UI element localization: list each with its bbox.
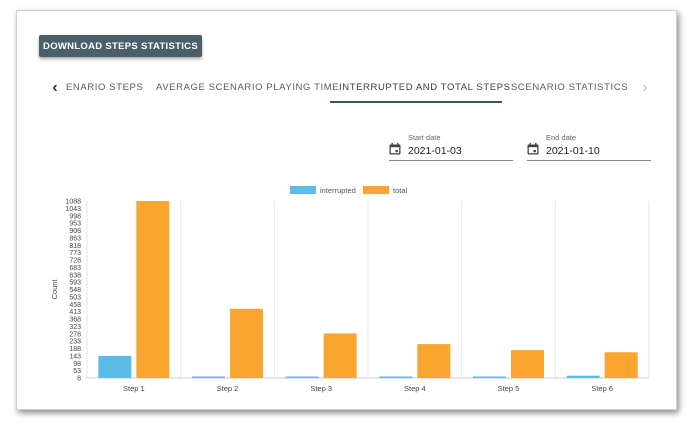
y-tick-label: 98 bbox=[73, 361, 81, 368]
tab-scenario-statistics[interactable]: SCENARIO STATISTICS bbox=[511, 82, 629, 93]
start-date-label: Start date bbox=[408, 133, 441, 142]
bar-interrupted-step-3 bbox=[285, 376, 319, 378]
y-tick-label: 773 bbox=[69, 250, 81, 257]
start-date-value[interactable]: 2021-01-03 bbox=[408, 145, 462, 157]
x-tick-label: Step 6 bbox=[591, 384, 613, 393]
bar-total-step-3 bbox=[323, 333, 357, 378]
tab-bar: ‹ ENARIO STEPS AVERAGE SCENARIO PLAYING … bbox=[39, 73, 659, 103]
y-tick-label: 1088 bbox=[65, 199, 81, 206]
bar-total-step-6 bbox=[604, 352, 638, 378]
x-tick-label: Step 2 bbox=[217, 384, 239, 393]
y-tick-label: 998 bbox=[69, 213, 81, 220]
app-window: DOWNLOAD STEPS STATISTICS ‹ ENARIO STEPS… bbox=[16, 10, 677, 410]
y-tick-label: 503 bbox=[69, 294, 81, 301]
interrupted-total-steps-chart: interrupted total108810439989539088638187… bbox=[50, 186, 650, 393]
legend-label-total: total bbox=[393, 186, 408, 195]
x-tick-label: Step 5 bbox=[498, 384, 520, 393]
y-tick-label: 818 bbox=[69, 243, 81, 250]
y-tick-label: 458 bbox=[69, 302, 81, 309]
y-tick-label: 53 bbox=[73, 368, 81, 375]
calendar-icon bbox=[527, 143, 539, 155]
y-tick-label: 638 bbox=[69, 272, 81, 279]
end-date-value[interactable]: 2021-01-10 bbox=[546, 145, 600, 157]
y-tick-label: 413 bbox=[69, 309, 81, 316]
download-steps-statistics-button[interactable]: DOWNLOAD STEPS STATISTICS bbox=[39, 35, 202, 57]
bar-interrupted-step-1 bbox=[98, 355, 132, 378]
bar-total-step-5 bbox=[511, 350, 544, 378]
bar-total-step-4 bbox=[417, 344, 451, 378]
bar-interrupted-step-2 bbox=[192, 376, 225, 378]
active-tab-indicator bbox=[330, 101, 502, 103]
y-tick-label: 8 bbox=[77, 376, 81, 383]
end-date-label: End date bbox=[546, 133, 577, 142]
x-tick-label: Step 3 bbox=[310, 384, 332, 393]
calendar-icon bbox=[389, 143, 401, 155]
y-tick-label: 908 bbox=[69, 228, 81, 235]
y-tick-label: 683 bbox=[69, 265, 81, 272]
x-tick-label: Step 4 bbox=[404, 384, 426, 393]
tab-interrupted-and-total-steps[interactable]: INTERRUPTED AND TOTAL STEPS bbox=[339, 82, 511, 93]
y-tick-label: 863 bbox=[69, 235, 81, 242]
bar-total-step-2 bbox=[230, 308, 263, 378]
start-date-field[interactable]: Start date 2021-01-03 bbox=[389, 133, 513, 161]
legend-swatch-total bbox=[363, 186, 389, 194]
y-tick-label: 323 bbox=[69, 324, 81, 331]
y-tick-label: 728 bbox=[69, 258, 81, 265]
y-tick-label: 188 bbox=[69, 346, 81, 353]
chevron-right-icon[interactable]: › bbox=[642, 79, 648, 96]
tab-scenario-steps[interactable]: ENARIO STEPS bbox=[66, 82, 144, 93]
bar-interrupted-step-4 bbox=[379, 376, 413, 378]
y-tick-label: 548 bbox=[69, 287, 81, 294]
y-tick-label: 1043 bbox=[65, 206, 81, 213]
y-tick-label: 368 bbox=[69, 317, 81, 324]
legend-swatch-interrupted bbox=[290, 186, 316, 194]
bar-interrupted-step-6 bbox=[566, 375, 600, 378]
end-date-field[interactable]: End date 2021-01-10 bbox=[527, 133, 651, 161]
legend-label-interrupted: interrupted bbox=[320, 186, 356, 195]
bar-interrupted-step-5 bbox=[473, 376, 506, 378]
y-tick-label: 143 bbox=[69, 353, 81, 360]
y-tick-label: 953 bbox=[69, 221, 81, 228]
chevron-left-icon[interactable]: ‹ bbox=[52, 79, 58, 96]
y-axis-label: Count bbox=[50, 279, 59, 300]
tab-average-scenario-playing-time[interactable]: AVERAGE SCENARIO PLAYING TIME bbox=[156, 82, 340, 93]
y-tick-label: 233 bbox=[69, 339, 81, 346]
y-tick-label: 278 bbox=[69, 331, 81, 338]
x-tick-label: Step 1 bbox=[123, 384, 145, 393]
y-tick-label: 593 bbox=[69, 280, 81, 287]
bar-total-step-1 bbox=[136, 201, 170, 378]
